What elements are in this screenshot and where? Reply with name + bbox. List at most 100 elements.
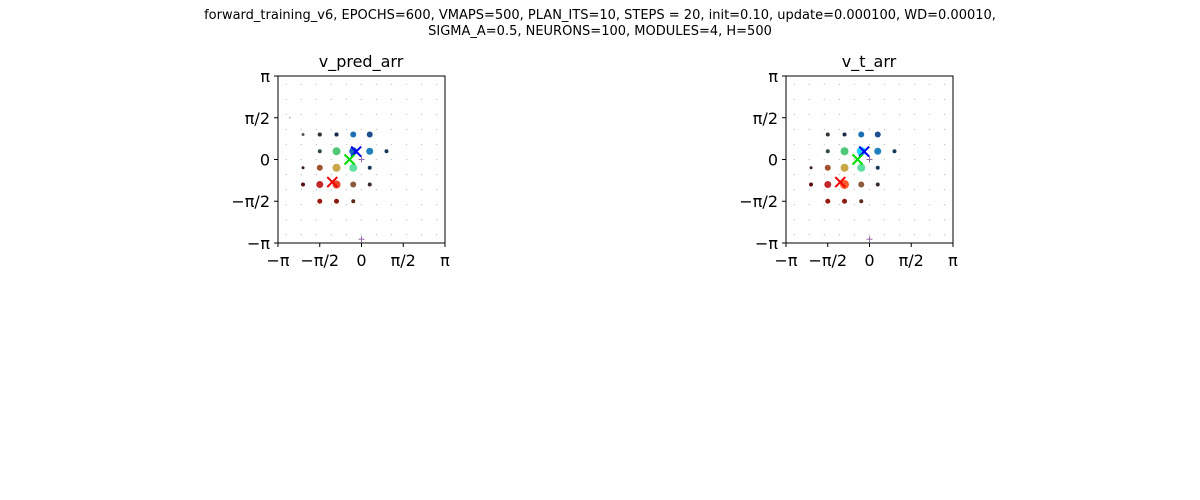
background-dot: [808, 234, 811, 236]
scatter-point: [332, 180, 341, 189]
background-dot: [345, 234, 348, 236]
background-dot: [823, 173, 826, 176]
background-dot: [285, 173, 287, 176]
scatter-point: [332, 163, 341, 172]
background-dot: [375, 128, 378, 131]
background-dot: [868, 188, 871, 191]
background-dot: [898, 173, 901, 176]
scatter-point: [367, 165, 372, 170]
background-dot: [330, 234, 333, 236]
scatter-point: [875, 182, 880, 187]
background-dot: [913, 218, 916, 221]
background-dot: [793, 158, 795, 161]
x-tick-label: π: [440, 251, 450, 270]
background-dot: [435, 234, 438, 236]
background-dot: [420, 143, 423, 146]
background-dot: [405, 234, 408, 236]
background-dot: [435, 113, 438, 116]
background-dot: [943, 203, 946, 206]
background-dot: [913, 143, 916, 146]
background-dot: [898, 143, 901, 146]
scatter-point: [858, 181, 865, 188]
background-dot: [435, 173, 438, 176]
background-dot: [883, 218, 886, 221]
background-dot: [943, 188, 946, 191]
background-dot: [928, 98, 931, 101]
background-dot: [793, 113, 795, 116]
x-tick-label: −π: [266, 251, 289, 270]
background-dot: [285, 113, 287, 116]
background-dot: [345, 143, 348, 146]
background-dot: [943, 98, 946, 101]
background-dot: [360, 128, 363, 131]
background-dot: [360, 218, 363, 221]
background-dot: [390, 158, 393, 161]
scatter-point: [316, 164, 323, 171]
background-dot: [435, 188, 438, 191]
scatter-point: [350, 131, 357, 138]
scatter-point: [317, 198, 323, 204]
background-dot: [898, 188, 901, 191]
background-dot: [823, 113, 826, 116]
background-dot: [823, 203, 826, 206]
background-dot: [405, 128, 408, 131]
scatter-point: [367, 182, 372, 187]
background-dot: [853, 83, 856, 86]
background-dot: [868, 143, 871, 146]
background-dot: [883, 143, 886, 146]
y-tick-label: 0: [260, 151, 270, 170]
background-dot: [883, 173, 886, 176]
scatter-point: [317, 149, 322, 154]
background-dot: [838, 128, 841, 131]
background-dot: [300, 143, 303, 146]
scatter-point: [842, 198, 848, 204]
scatter-point: [350, 181, 357, 188]
subplot-title: v_t_arr: [842, 52, 897, 72]
background-dot: [823, 98, 826, 101]
background-dot: [285, 158, 287, 161]
background-dot: [928, 188, 931, 191]
background-dot: [300, 203, 303, 206]
background-dot: [883, 234, 886, 236]
background-dot: [913, 203, 916, 206]
background-dot: [405, 203, 408, 206]
background-dot: [285, 203, 287, 206]
background-dot: [808, 203, 811, 206]
background-dot: [913, 234, 916, 236]
scatter-point: [317, 132, 322, 137]
background-dot: [300, 234, 303, 236]
background-dot: [315, 158, 318, 161]
background-dot: [420, 113, 423, 116]
scatter-point: [825, 149, 830, 154]
background-dot: [420, 83, 423, 86]
background-dot: [420, 188, 423, 191]
background-dot: [435, 218, 438, 221]
background-dot: [420, 234, 423, 236]
background-dot: [360, 188, 363, 191]
scatter-point: [366, 131, 373, 138]
scatter-point: [874, 131, 881, 138]
x-tick-label: −π/2: [300, 251, 339, 270]
scatter-point: [366, 147, 374, 155]
background-dot: [315, 98, 318, 101]
background-dot: [315, 188, 318, 191]
background-dot: [838, 173, 841, 176]
background-dot: [898, 218, 901, 221]
background-dot: [913, 158, 916, 161]
scatter-point: [874, 147, 882, 155]
background-dot: [390, 234, 393, 236]
background-dot: [345, 83, 348, 86]
background-dot: [300, 173, 303, 176]
background-dot: [838, 113, 841, 116]
background-dot: [823, 128, 826, 131]
background-dot: [943, 83, 946, 86]
scatter-point: [301, 166, 305, 170]
background-dot: [898, 158, 901, 161]
background-dot: [435, 128, 438, 131]
scatter-point: [332, 147, 341, 156]
background-dot: [375, 203, 378, 206]
background-dot: [405, 143, 408, 146]
background-dot: [315, 143, 318, 146]
background-dot: [868, 83, 871, 86]
scatter-point: [316, 180, 324, 188]
